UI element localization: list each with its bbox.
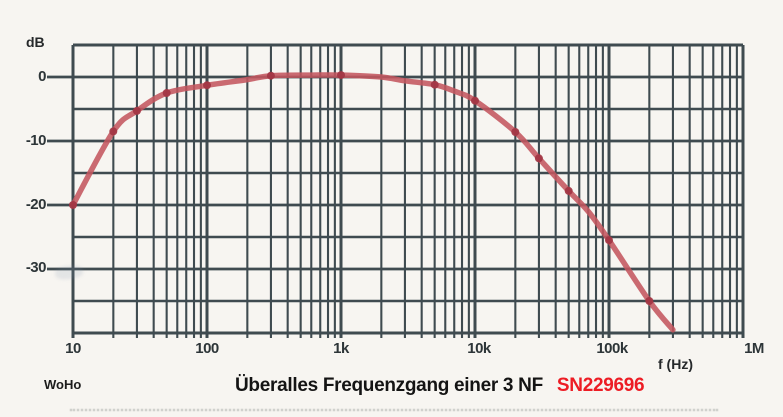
caption-serial-number: SN229696 bbox=[556, 375, 645, 396]
x-tick-10: 10 bbox=[65, 340, 81, 357]
data-point-marker bbox=[605, 236, 613, 245]
data-point-marker bbox=[266, 71, 275, 80]
x-tick-100k: 100k bbox=[596, 340, 628, 357]
data-point-marker bbox=[534, 154, 543, 163]
y-tick-minus20dB: -20 bbox=[25, 196, 47, 213]
x-tick-1M: 1M bbox=[744, 340, 764, 357]
data-point-marker bbox=[162, 89, 171, 97]
data-point-marker bbox=[337, 71, 345, 80]
data-point-marker bbox=[109, 127, 118, 136]
x-tick-100: 100 bbox=[195, 340, 219, 357]
data-point-marker bbox=[471, 96, 479, 105]
x-axis-unit-label: f (Hz) bbox=[658, 356, 693, 372]
chart-caption: Überalles Frequenzgang einer 3 NF SN22969… bbox=[235, 375, 645, 397]
response-curve bbox=[70, 72, 676, 333]
x-tick-10k: 10k bbox=[467, 340, 491, 357]
caption-title: Überalles Frequenzgang einer 3 NF bbox=[235, 375, 543, 396]
y-tick-minus30dB: -30 bbox=[25, 259, 47, 276]
y-tick-0dB: 0 bbox=[38, 68, 46, 85]
data-point-marker bbox=[564, 186, 573, 195]
data-point-marker bbox=[511, 128, 520, 136]
x-tick-1k: 1k bbox=[333, 340, 349, 357]
data-point-marker bbox=[430, 80, 439, 89]
data-point-marker bbox=[132, 106, 141, 115]
y-tick-minus10dB: -10 bbox=[25, 132, 47, 149]
data-point-marker bbox=[69, 201, 77, 209]
data-point-marker bbox=[203, 81, 211, 90]
author-watermark: WoHo bbox=[44, 377, 82, 392]
scanner-streak-artifact bbox=[70, 409, 718, 411]
data-point-marker bbox=[645, 297, 654, 305]
y-axis-unit-label: dB bbox=[26, 34, 45, 50]
